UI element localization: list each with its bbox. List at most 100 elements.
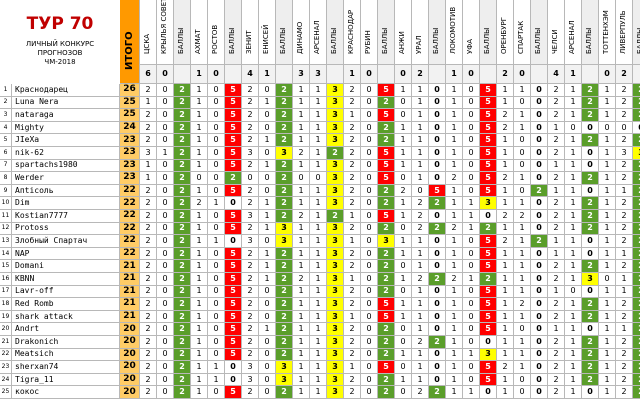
match-4-result-blank xyxy=(327,65,344,84)
prediction-away: 0 xyxy=(361,172,378,185)
prediction-away: 0 xyxy=(259,172,276,185)
prediction-away: 1 xyxy=(514,273,531,286)
prediction-away: 0 xyxy=(157,348,174,362)
match-1-away: КРЫЛЬЯ СОВЕТОВ xyxy=(157,0,174,65)
prediction-points: 0 xyxy=(429,96,446,110)
prediction-away: 0 xyxy=(208,260,225,273)
prediction-away: 2 xyxy=(616,84,633,97)
match-3-result-away: 1 xyxy=(259,65,276,84)
prediction-home: 2 xyxy=(344,121,361,135)
prediction-away: 1 xyxy=(259,260,276,273)
prediction-points: 3 xyxy=(327,222,344,236)
prediction-home: 1 xyxy=(599,323,616,336)
prediction-away: 2 xyxy=(616,235,633,248)
match-8-score-header: БАЛЛЫ xyxy=(531,0,548,65)
prediction-home: 2 xyxy=(242,336,259,349)
prediction-points: 2 xyxy=(276,197,293,210)
prediction-away: 0 xyxy=(310,172,327,185)
match-9-score-header-label: БАЛЛЫ xyxy=(585,27,593,54)
prediction-home: 0 xyxy=(191,172,208,185)
prediction-away: 1 xyxy=(310,285,327,299)
prediction-away: 1 xyxy=(310,235,327,248)
prediction-away: 1 xyxy=(208,373,225,387)
prediction-away: 0 xyxy=(514,96,531,110)
prediction-points: 2 xyxy=(378,247,395,261)
prediction-points: 5 xyxy=(480,373,497,387)
prediction-home: 1 xyxy=(293,323,310,336)
prediction-points: 0 xyxy=(429,172,446,185)
match-2-result-blank xyxy=(225,65,242,84)
prediction-away: 2 xyxy=(616,172,633,185)
prediction-away: 2 xyxy=(616,361,633,374)
prediction-home: 1 xyxy=(395,348,412,362)
row-number: 2 xyxy=(0,96,12,110)
prediction-home: 1 xyxy=(446,373,463,387)
prediction-away: 0 xyxy=(463,147,480,160)
prediction-points: 0 xyxy=(480,336,497,349)
prediction-home: 3 xyxy=(242,373,259,387)
prediction-away: 1 xyxy=(310,310,327,324)
prediction-home: 1 xyxy=(191,96,208,110)
prediction-home: 1 xyxy=(599,235,616,248)
player-name: nataraga xyxy=(12,109,120,122)
prediction-home: 1 xyxy=(191,336,208,349)
prediction-away: 1 xyxy=(310,373,327,387)
prediction-points: 5 xyxy=(378,172,395,185)
match-9-home-label: ЧЕЛСИ xyxy=(551,29,559,54)
prediction-home: 1 xyxy=(293,247,310,261)
prediction-away: 0 xyxy=(361,310,378,324)
match-3-score-header-label: БАЛЛЫ xyxy=(279,27,287,54)
prediction-home: 1 xyxy=(599,147,616,160)
match-9-home: ЧЕЛСИ xyxy=(548,0,565,65)
prediction-away: 0 xyxy=(259,147,276,160)
prediction-points: 3 xyxy=(327,134,344,147)
prediction-points: 0 xyxy=(582,323,599,336)
match-8-result-home: 2 xyxy=(497,65,514,84)
match-8-away: СПАРТАК xyxy=(514,0,531,65)
prediction-home: 2 xyxy=(293,273,310,286)
prediction-points: 3 xyxy=(378,235,395,248)
prediction-home: 2 xyxy=(497,235,514,248)
prediction-away: 1 xyxy=(565,134,582,147)
prediction-home: 1 xyxy=(395,273,412,286)
match-1-home: ЦСКА xyxy=(140,0,157,65)
prediction-home: 1 xyxy=(191,361,208,374)
prediction-away: 0 xyxy=(208,184,225,198)
prediction-away: 0 xyxy=(259,109,276,122)
prediction-home: 2 xyxy=(140,222,157,236)
prediction-home: 1 xyxy=(395,197,412,210)
prediction-away: 0 xyxy=(208,336,225,349)
prediction-home: 1 xyxy=(446,323,463,336)
prediction-home: 1 xyxy=(548,235,565,248)
player-name: KBNN xyxy=(12,273,120,286)
prediction-points: 0 xyxy=(531,121,548,135)
prediction-away: 1 xyxy=(565,109,582,122)
player-name: кокос xyxy=(12,386,120,399)
row-number: 21 xyxy=(0,336,12,349)
prediction-home: 1 xyxy=(344,109,361,122)
prediction-points: 2 xyxy=(378,336,395,349)
prediction-home: 1 xyxy=(293,235,310,248)
prediction-away: 0 xyxy=(208,247,225,261)
match-5-home: КРАСНОДАР xyxy=(344,0,361,65)
prediction-home: 1 xyxy=(293,386,310,399)
prediction-points: 3 xyxy=(327,361,344,374)
prediction-home: 2 xyxy=(242,84,259,97)
prediction-points: 5 xyxy=(480,323,497,336)
prediction-points: 2 xyxy=(276,159,293,173)
prediction-points: 0 xyxy=(429,84,446,97)
prediction-home: 2 xyxy=(140,184,157,198)
prediction-points: 2 xyxy=(633,386,640,399)
prediction-home: 1 xyxy=(395,247,412,261)
prediction-points: 0 xyxy=(582,235,599,248)
prediction-away: 1 xyxy=(259,197,276,210)
prediction-home: 2 xyxy=(293,210,310,223)
prediction-points: 2 xyxy=(378,386,395,399)
prediction-points: 0 xyxy=(531,134,548,147)
match-4-away-label: АРСЕНАЛ xyxy=(313,20,321,54)
prediction-away: 1 xyxy=(259,134,276,147)
title-line1: ЛИЧНЫЙ КОНКУРС xyxy=(25,40,95,48)
prediction-home: 2 xyxy=(140,361,157,374)
prediction-points: 0 xyxy=(225,235,242,248)
prediction-home: 2 xyxy=(344,323,361,336)
